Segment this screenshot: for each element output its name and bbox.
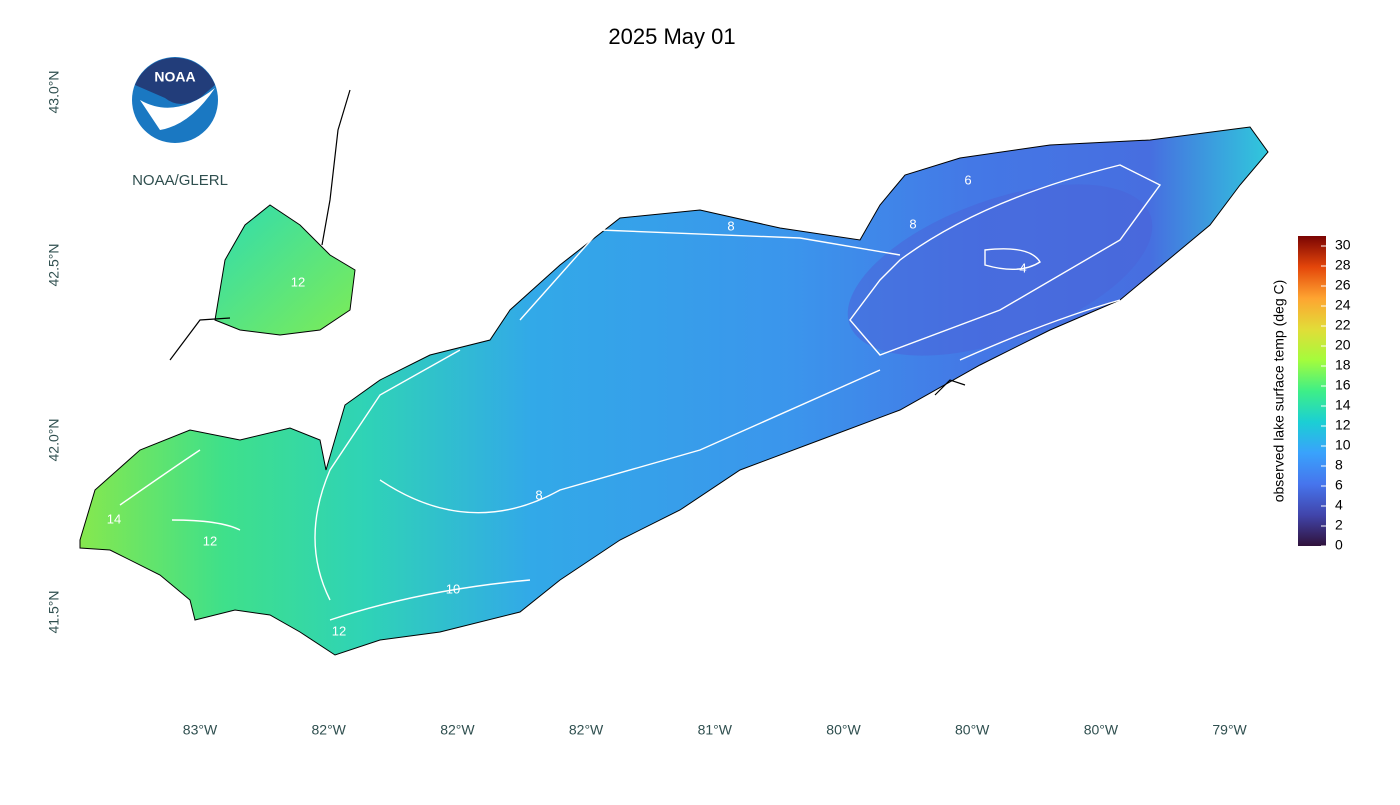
lon-label: 80°W xyxy=(955,722,990,738)
colorbar-tick-label: 22 xyxy=(1335,317,1351,333)
colorbar-tick-label: 0 xyxy=(1335,537,1343,553)
contour-label: 8 xyxy=(909,216,916,231)
contour-label: 10 xyxy=(446,581,460,596)
lat-label: 41.5°N xyxy=(46,591,62,634)
credit: NOAA/GLERL xyxy=(132,172,228,189)
lon-label: 82°W xyxy=(312,722,347,738)
colorbar-label: observed lake surface temp (deg C) xyxy=(1271,280,1287,503)
colorbar-tick-label: 20 xyxy=(1335,337,1351,353)
lat-label: 42.5°N xyxy=(46,244,62,287)
lon-label: 82°W xyxy=(440,722,475,738)
contour-label: 4 xyxy=(1019,260,1026,275)
colorbar-tick-label: 4 xyxy=(1335,497,1343,513)
colorbar-tick-label: 28 xyxy=(1335,257,1351,273)
colorbar-tick-label: 6 xyxy=(1335,477,1343,493)
colorbar xyxy=(1298,236,1326,546)
contour-label: 14 xyxy=(107,511,121,526)
colorbar-tick-label: 24 xyxy=(1335,297,1351,313)
lake-erie xyxy=(79,89,1269,656)
colorbar-tick-label: 30 xyxy=(1335,237,1351,253)
colorbar-tick-label: 14 xyxy=(1335,397,1351,413)
contour-label: 6 xyxy=(964,172,971,187)
lon-label: 80°W xyxy=(826,722,861,738)
contour-label: 12 xyxy=(291,274,305,289)
contour-label: 8 xyxy=(535,487,542,502)
lat-label: 43.0°N xyxy=(46,71,62,114)
map-title: 2025 May 01 xyxy=(608,24,735,49)
lon-label: 82°W xyxy=(569,722,604,738)
lon-label: 81°W xyxy=(698,722,733,738)
colorbar-tick-label: 26 xyxy=(1335,277,1351,293)
contour-label: 12 xyxy=(332,623,346,638)
colorbar-tick-label: 2 xyxy=(1335,517,1343,533)
lon-label: 79°W xyxy=(1212,722,1247,738)
lon-label: 83°W xyxy=(183,722,218,738)
lat-label: 42.0°N xyxy=(46,419,62,462)
colorbar-tick-label: 18 xyxy=(1335,357,1351,373)
contour-label: 12 xyxy=(203,533,217,548)
colorbar-tick-label: 12 xyxy=(1335,417,1351,433)
logo-text: NOAA xyxy=(154,69,195,85)
contour-label: 8 xyxy=(727,218,734,233)
noaa-logo: NOAA xyxy=(132,57,218,143)
colorbar-tick-label: 10 xyxy=(1335,437,1351,453)
lon-label: 80°W xyxy=(1084,722,1119,738)
colorbar-tick-label: 8 xyxy=(1335,457,1343,473)
colorbar-tick-label: 16 xyxy=(1335,377,1351,393)
